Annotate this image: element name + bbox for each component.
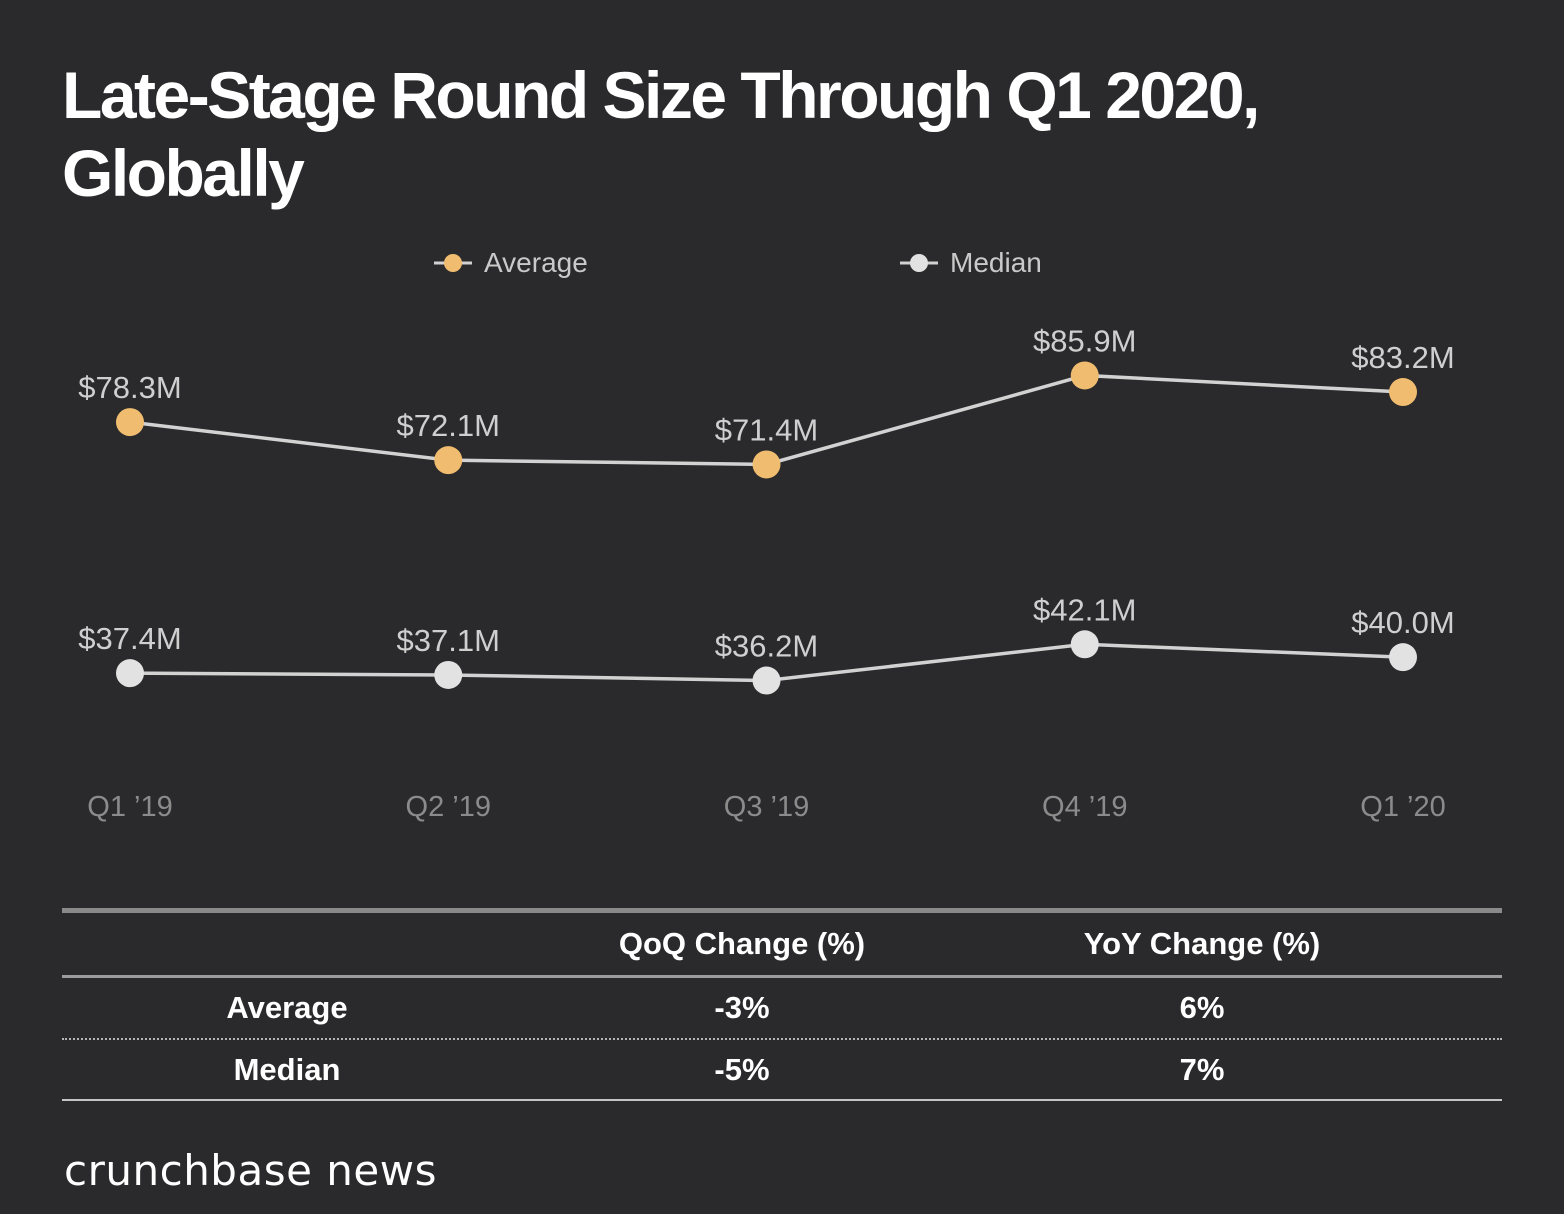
median-data-label: $42.1M xyxy=(1033,592,1136,627)
average-data-point xyxy=(752,450,781,479)
table-header-row: QoQ Change (%) YoY Change (%) xyxy=(62,913,1502,975)
median-data-point xyxy=(1070,630,1099,659)
chart-legend: Average Median xyxy=(0,246,1564,280)
legend-item-average: Average xyxy=(434,246,588,280)
table-header-qoq: QoQ Change (%) xyxy=(618,926,866,961)
page-title: Late-Stage Round Size Through Q1 2020, G… xyxy=(62,56,1522,212)
table-dotted-divider xyxy=(62,1038,1502,1040)
legend-label-median: Median xyxy=(950,247,1042,278)
x-axis-label: Q2 ’19 xyxy=(406,791,491,823)
average-data-label: $78.3M xyxy=(78,370,181,405)
average-data-label: $71.4M xyxy=(715,412,818,447)
median-data-point xyxy=(1389,643,1417,672)
average-data-point xyxy=(1070,361,1099,390)
average-qoq-value: -3% xyxy=(714,990,770,1025)
row-label-average: Average xyxy=(226,990,348,1025)
x-axis-label: Q1 ’19 xyxy=(87,791,172,823)
average-data-label: $72.1M xyxy=(397,408,500,443)
crunchbase-news-logo: crunchbase news xyxy=(64,1146,437,1195)
table-bottom-rule xyxy=(62,1099,1502,1101)
x-axis-label: Q4 ’19 xyxy=(1042,791,1127,823)
median-data-point xyxy=(752,666,781,695)
average-data-point xyxy=(1389,378,1417,407)
median-data-label: $40.0M xyxy=(1351,605,1454,640)
table-header-yoy: YoY Change (%) xyxy=(1083,926,1321,961)
median-data-label: $36.2M xyxy=(715,629,818,664)
average-data-label: $85.9M xyxy=(1033,323,1136,358)
average-yoy-value: 6% xyxy=(1179,990,1225,1025)
legend-label-average: Average xyxy=(484,247,588,278)
average-data-point xyxy=(116,408,144,437)
page-title-line2: Globally xyxy=(62,136,305,210)
x-axis-label: Q1 ’20 xyxy=(1360,791,1445,823)
table-row-average: Average -3% 6% xyxy=(62,978,1502,1038)
change-table: QoQ Change (%) YoY Change (%) Average -3… xyxy=(62,908,1502,1101)
median-data-point xyxy=(116,659,144,688)
median-yoy-value: 7% xyxy=(1179,1051,1225,1087)
median-data-point xyxy=(434,660,463,689)
median-data-label: $37.1M xyxy=(397,623,500,658)
median-series-marker-icon xyxy=(900,254,938,272)
page-title-line1: Late-Stage Round Size Through Q1 2020, xyxy=(62,58,1260,132)
table-row-median: Median -5% 7% xyxy=(62,1040,1502,1099)
average-series-marker-icon xyxy=(434,254,472,272)
table-header-rule xyxy=(62,975,1502,978)
median-data-label: $37.4M xyxy=(78,621,181,656)
legend-item-median: Median xyxy=(900,246,1042,280)
median-qoq-value: -5% xyxy=(714,1051,770,1087)
x-axis-label: Q3 ’19 xyxy=(724,791,809,823)
average-data-point xyxy=(434,446,463,475)
row-label-median: Median xyxy=(233,1051,341,1087)
average-data-label: $83.2M xyxy=(1351,340,1454,375)
table-top-rule xyxy=(62,908,1502,913)
